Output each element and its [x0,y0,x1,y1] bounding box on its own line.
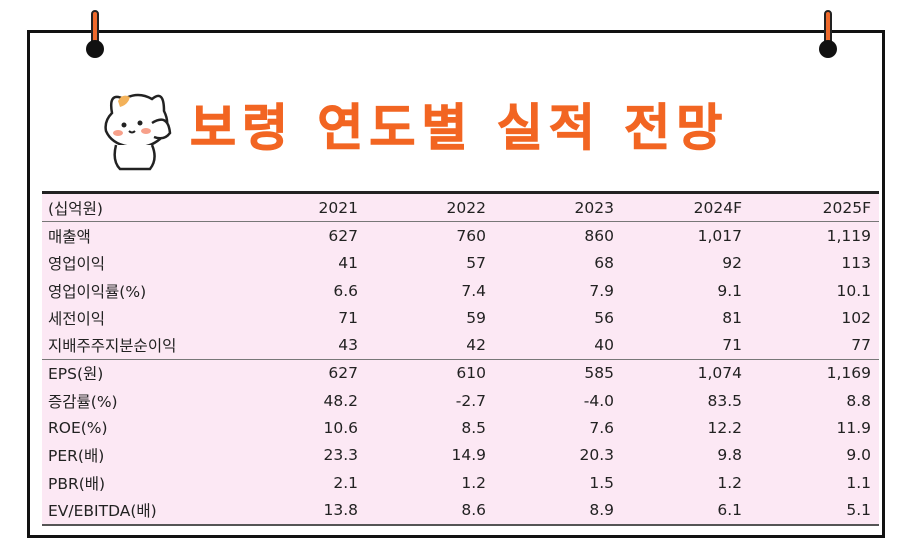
row-label: 영업이익률(%) [48,282,147,301]
table-cell: 71 [614,331,742,360]
table-cell: 41 [338,254,358,273]
table-cell: 8.5 [461,419,486,438]
table-cell: 1,169 [826,364,871,383]
table-row: ROE(%) 10.6 8.5 7.6 12.2 11.9 [42,414,879,441]
table-cell: 71 [338,308,358,327]
header-cell: 2024F [614,192,742,223]
table-cell: 57 [466,254,486,273]
table-cell: 81 [722,308,742,327]
table-cell: 1,074 [697,364,742,383]
table-row: EV/EBITDA(배) 13.8 8.6 8.9 6.1 5.1 [42,496,879,524]
table-cell: 20.3 [579,446,614,465]
table-row: 매출액 627 760 860 1,017 1,119 [42,222,879,250]
table-row: PER(배) 23.3 14.9 20.3 9.8 9.0 [42,442,879,469]
row-label: PER(배) [48,447,105,466]
table-cell: 9.0 [846,446,871,465]
table-cell: 113 [841,254,871,273]
table-cell: 6.1 [717,500,742,519]
table-cell: 23.3 [323,446,358,465]
table-cell: 627 [328,364,358,383]
table-row: 증감률(%) 48.2 -2.7 -4.0 83.5 8.8 [42,387,879,414]
table-cell: 8.6 [461,500,486,519]
table-cell: 610 [456,364,486,383]
table-row: 영업이익률(%) 6.6 7.4 7.9 9.1 10.1 [42,277,879,304]
table-cell: 860 [584,226,614,245]
row-label: 지배주주지분순이익 [42,331,230,360]
table-cell: 7.4 [461,281,486,300]
header-cell: 2023 [486,192,614,223]
row-label: 영업이익 [48,255,106,274]
table-cell: 92 [722,254,742,273]
table-cell: 5.1 [846,500,871,519]
table-cell: 102 [841,308,871,327]
table-cell: 12.2 [707,419,742,438]
row-label: PBR(배) [48,474,106,493]
table-row: 세전이익 71 59 56 81 102 [42,304,879,331]
table-row: EPS(원) 627 610 585 1,074 1,169 [42,359,879,387]
table-cell: 585 [584,364,614,383]
table-cell: 1.5 [589,473,614,492]
table-cell: 10.1 [836,281,871,300]
table-cell: 14.9 [451,446,486,465]
row-label: 증감률(%) [48,392,118,411]
table-cell: 1,017 [697,226,742,245]
table-cell: 77 [742,331,879,360]
header-cell: (십억원) [42,192,230,223]
table-cell: 10.6 [323,419,358,438]
table-cell: 83.5 [707,391,742,410]
table-cell: 8.8 [846,391,871,410]
header-cell: 2021 [230,192,358,223]
earnings-forecast-table: (십억원) 2021 2022 2023 2024F 2025F 매출액 627 7… [42,191,879,526]
table-cell: 1.1 [846,473,871,492]
row-label: 세전이익 [48,309,106,328]
table-cell: 9.1 [717,281,742,300]
table-row: 지배주주지분순이익 43 42 40 71 77 [42,331,879,360]
table-cell: 68 [594,254,614,273]
table-cell: 627 [328,226,358,245]
row-label: ROE(%) [48,419,108,438]
row-label: 매출액 [48,227,91,246]
table-cell: 6.6 [333,281,358,300]
table-row: 영업이익 41 57 68 92 113 [42,250,879,277]
table-cell: 13.8 [323,500,358,519]
table-cell: 8.9 [589,500,614,519]
table-cell: 11.9 [836,419,871,438]
table-row: PBR(배) 2.1 1.2 1.5 1.2 1.1 [42,469,879,496]
header-cell: 2025F [742,192,879,223]
header-cell: 2022 [358,192,486,223]
table-cell: 760 [456,226,486,245]
table-header-row: (십억원) 2021 2022 2023 2024F 2025F [42,192,879,223]
left-pin-icon [86,10,104,58]
table-cell: 1.2 [717,473,742,492]
right-pin-icon [819,10,837,58]
table-cell: 7.9 [589,281,614,300]
table-cell: 43 [230,331,358,360]
table-cell: 2.1 [333,473,358,492]
table-cell: 42 [358,331,486,360]
table-cell: 40 [486,331,614,360]
table-cell: 48.2 [323,391,358,410]
table-cell: 7.6 [589,419,614,438]
row-label: EV/EBITDA(배) [48,501,157,520]
table-cell: 1.2 [461,473,486,492]
table-cell: -2.7 [455,391,486,410]
cat-mascot-icon [104,93,172,171]
page-title: 보령 연도별 실적 전망 [189,99,729,158]
table-cell: 9.8 [717,446,742,465]
table-cell: -4.0 [583,391,614,410]
row-label: EPS(원) [48,365,104,384]
table-cell: 1,119 [826,226,871,245]
table-cell: 56 [594,308,614,327]
table-cell: 59 [466,308,486,327]
